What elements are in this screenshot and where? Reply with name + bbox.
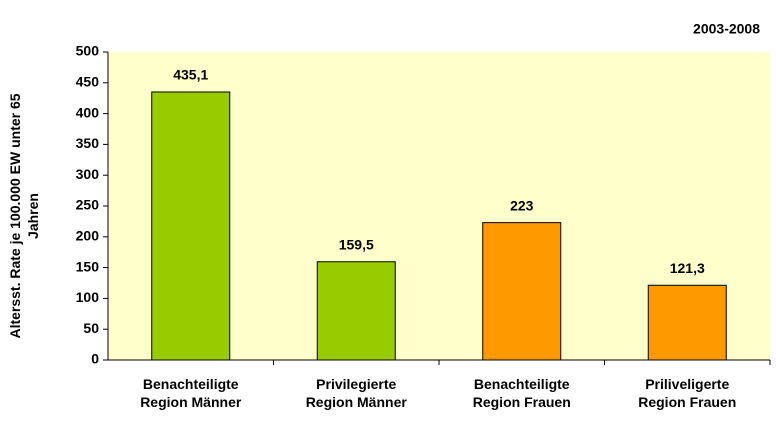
y-tick-label: 0	[91, 351, 99, 367]
data-label: 435,1	[173, 67, 208, 83]
x-tick-label: Benachteiligte Region Männer	[140, 376, 242, 410]
data-label: 159,5	[339, 236, 374, 252]
y-tick-label: 250	[76, 197, 100, 213]
y-tick-label: 400	[76, 104, 100, 120]
bar	[151, 91, 231, 361]
chart-subtitle: 2003-2008	[693, 21, 760, 37]
y-tick-label: 50	[83, 320, 99, 336]
y-tick-label: 350	[76, 135, 100, 151]
y-tick-label: 200	[76, 228, 100, 244]
y-tick-label: 150	[76, 258, 100, 274]
y-tick-label: 450	[76, 74, 100, 90]
bar	[316, 261, 396, 361]
x-tick-label: Privilegierte Region Männer	[306, 376, 408, 410]
data-label: 223	[510, 197, 534, 213]
y-tick-label: 300	[76, 166, 100, 182]
x-tick-label: Priliveligerte Region Frauen	[638, 376, 736, 410]
x-tick-label: Benachteiligte Region Frauen	[473, 376, 571, 410]
data-label: 121,3	[670, 260, 705, 276]
y-axis-label: Altersst. Rate je 100.000 EW unter 65 Jah…	[7, 93, 41, 338]
bar	[482, 222, 562, 361]
y-tick-label: 100	[76, 289, 100, 305]
bar	[647, 284, 727, 361]
y-tick-label: 500	[76, 43, 100, 59]
